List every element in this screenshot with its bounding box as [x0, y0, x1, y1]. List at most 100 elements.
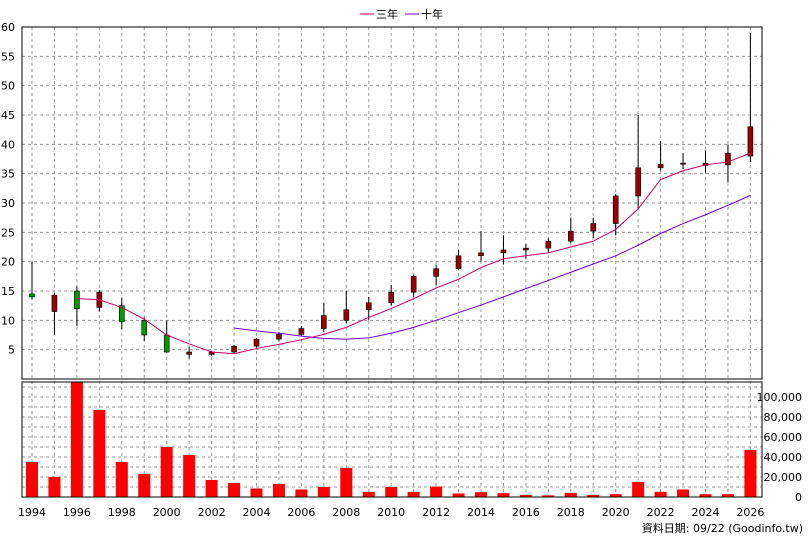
candle-body	[747, 126, 754, 157]
candle-body	[119, 305, 125, 322]
price-tick-label: 15	[1, 285, 15, 298]
candle-body	[388, 291, 395, 304]
candle-body	[29, 293, 35, 298]
volume-tick-label: 40,000	[764, 451, 803, 464]
volume-tick-label: 0	[795, 491, 802, 504]
candle-body	[635, 167, 641, 197]
price-tick-label: 35	[1, 168, 15, 181]
price-tick-label: 40	[1, 138, 15, 151]
volume-bar	[362, 492, 375, 497]
x-tick-label: 2018	[557, 506, 585, 519]
volume-bar	[564, 493, 577, 497]
grid	[22, 26, 762, 497]
volume-bars	[26, 382, 757, 497]
x-tick-label: 2012	[422, 506, 450, 519]
volume-bar	[228, 483, 241, 497]
x-tick-label: 2000	[153, 506, 181, 519]
volume-bar	[497, 493, 510, 497]
legend-ma10-label: 十年	[421, 7, 443, 21]
volume-bar	[407, 492, 420, 497]
x-tick-label: 2006	[287, 506, 315, 519]
legend-ma3-label: 三年	[376, 7, 398, 21]
x-tick-label: 1996	[63, 506, 91, 519]
volume-bar	[272, 484, 285, 497]
volume-bar	[385, 487, 398, 497]
volume-bar	[160, 447, 173, 497]
volume-bar	[721, 494, 734, 497]
moving-averages	[76, 152, 751, 355]
price-panel-border	[21, 26, 763, 380]
volume-bar	[609, 494, 622, 497]
candle-body	[590, 223, 597, 232]
volume-bar	[677, 489, 690, 497]
volume-bar	[430, 486, 443, 497]
volume-bar	[183, 455, 196, 497]
volume-bar	[205, 480, 218, 497]
volume-bar	[699, 494, 712, 497]
footer-date-source: 資料日期: 09/22 (Goodinfo.tw)	[642, 521, 803, 535]
candle-body	[725, 152, 731, 166]
candle-body	[74, 290, 80, 309]
candle-body	[433, 268, 439, 277]
volume-bar	[519, 495, 532, 497]
price-tick-label: 45	[1, 109, 15, 122]
price-tick-label: 30	[1, 197, 15, 210]
volume-tick-label: 100,000	[757, 391, 803, 404]
ma10-line	[233, 194, 751, 340]
volume-bar	[70, 382, 83, 497]
candle-body	[657, 163, 664, 169]
candle-body	[141, 320, 148, 336]
legend: 三年 十年	[360, 7, 443, 21]
volume-bar	[26, 462, 38, 497]
volume-bar	[138, 474, 151, 497]
candle-body	[343, 309, 350, 321]
candle-body	[163, 334, 170, 353]
candle-body	[612, 195, 619, 224]
volume-bar	[115, 462, 128, 497]
candle-body	[567, 230, 574, 242]
price-tick-label: 20	[1, 256, 15, 269]
volume-bar	[317, 487, 330, 497]
volume-bar	[295, 489, 308, 497]
volume-tick-label: 20,000	[764, 471, 803, 484]
x-tick-label: 2008	[332, 506, 360, 519]
candle-body	[253, 338, 260, 347]
x-tick-label: 2004	[243, 506, 271, 519]
volume-tick-label: 60,000	[764, 431, 803, 444]
candle-body	[365, 302, 372, 311]
x-tick-label: 1994	[18, 506, 46, 519]
x-tick-label: 2002	[198, 506, 226, 519]
price-tick-label: 5	[8, 344, 15, 357]
price-tick-label: 55	[1, 50, 15, 63]
price-tick-label: 25	[1, 226, 15, 239]
x-tick-label: 2022	[647, 506, 675, 519]
axes: 5 10 15 20 25 30 35 40 45 50 55 60 0 20,000 40,000 60,0…	[1, 21, 802, 519]
x-tick-label: 1998	[108, 506, 136, 519]
candle-body	[680, 162, 686, 165]
candle-body	[455, 255, 462, 270]
candle-body	[410, 276, 417, 293]
volume-bar	[475, 492, 487, 497]
volume-bar	[48, 477, 61, 497]
candle-body	[186, 351, 192, 355]
volume-bar	[250, 488, 263, 497]
candle-body	[500, 249, 507, 254]
volume-bar	[587, 495, 600, 497]
candle-body	[51, 294, 58, 312]
candlesticks	[29, 32, 754, 359]
volume-bar	[654, 491, 667, 497]
volume-tick-label: 80,000	[764, 411, 803, 424]
candle-body	[298, 328, 305, 335]
price-tick-label: 10	[1, 314, 15, 327]
price-tick-label: 60	[1, 21, 15, 34]
volume-bar	[452, 493, 465, 497]
x-tick-label: 2016	[512, 506, 540, 519]
volume-bar	[632, 482, 645, 497]
volume-bar	[340, 468, 353, 497]
x-tick-label: 2024	[692, 506, 720, 519]
x-tick-label: 2014	[467, 506, 495, 519]
volume-bar	[744, 450, 757, 497]
candle-body	[276, 334, 282, 340]
candle-body	[545, 240, 552, 249]
